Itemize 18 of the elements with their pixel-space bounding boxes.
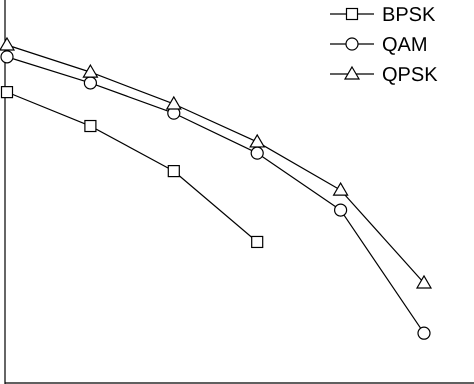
point xyxy=(250,146,264,160)
point xyxy=(334,203,348,217)
legend-label: BPSK xyxy=(382,4,436,26)
point xyxy=(84,120,96,132)
point xyxy=(168,165,180,178)
point xyxy=(84,76,97,90)
legend-label: QAM xyxy=(382,34,428,56)
point xyxy=(251,236,264,248)
point xyxy=(0,50,14,64)
legend-label: QPSK xyxy=(382,64,438,86)
point xyxy=(416,275,432,289)
point xyxy=(417,326,431,340)
point xyxy=(166,96,182,110)
point xyxy=(333,182,348,196)
point xyxy=(0,37,15,51)
point xyxy=(82,64,98,78)
point xyxy=(0,86,14,98)
point xyxy=(250,134,265,148)
